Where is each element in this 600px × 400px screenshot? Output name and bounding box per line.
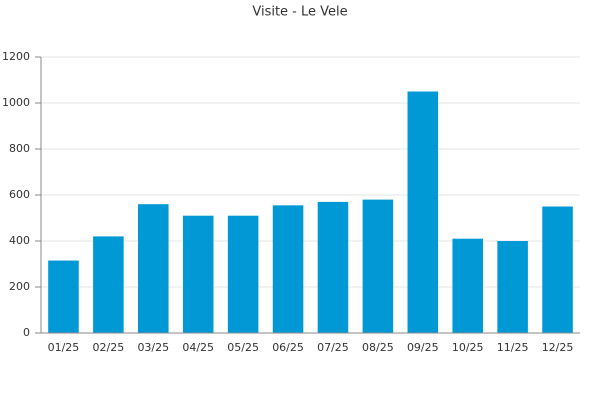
chart-title: Visite - Le Vele [252, 5, 347, 20]
bar [407, 91, 439, 333]
x-tick-label: 09/25 [407, 341, 439, 354]
bar [452, 238, 483, 333]
bar [227, 215, 259, 333]
y-tick-label: 0 [23, 326, 30, 339]
bar [182, 215, 214, 333]
x-tick-label: 04/25 [182, 341, 214, 354]
x-tick-label: 12/25 [542, 341, 574, 354]
x-tick-label: 01/25 [48, 341, 80, 354]
x-tick-label: 10/25 [452, 341, 484, 354]
bar [497, 241, 528, 333]
x-tick-label: 11/25 [497, 341, 529, 354]
bar [272, 205, 304, 333]
y-tick-label: 200 [9, 280, 30, 293]
x-tick-label: 07/25 [317, 341, 349, 354]
y-tick-label: 800 [9, 142, 30, 155]
y-tick-label: 1200 [2, 50, 30, 63]
y-tick-label: 1000 [2, 96, 30, 109]
x-tick-label: 02/25 [93, 341, 125, 354]
bar [542, 206, 573, 333]
y-tick-label: 600 [9, 188, 30, 201]
bar [48, 260, 79, 333]
x-tick-label: 06/25 [272, 341, 304, 354]
x-tick-label: 05/25 [227, 341, 259, 354]
bar [362, 199, 394, 333]
x-tick-label: 08/25 [362, 341, 394, 354]
x-tick-label: 03/25 [137, 341, 169, 354]
bar [317, 201, 349, 333]
y-tick-label: 400 [9, 234, 30, 247]
bar [138, 204, 169, 333]
bar [93, 236, 124, 333]
